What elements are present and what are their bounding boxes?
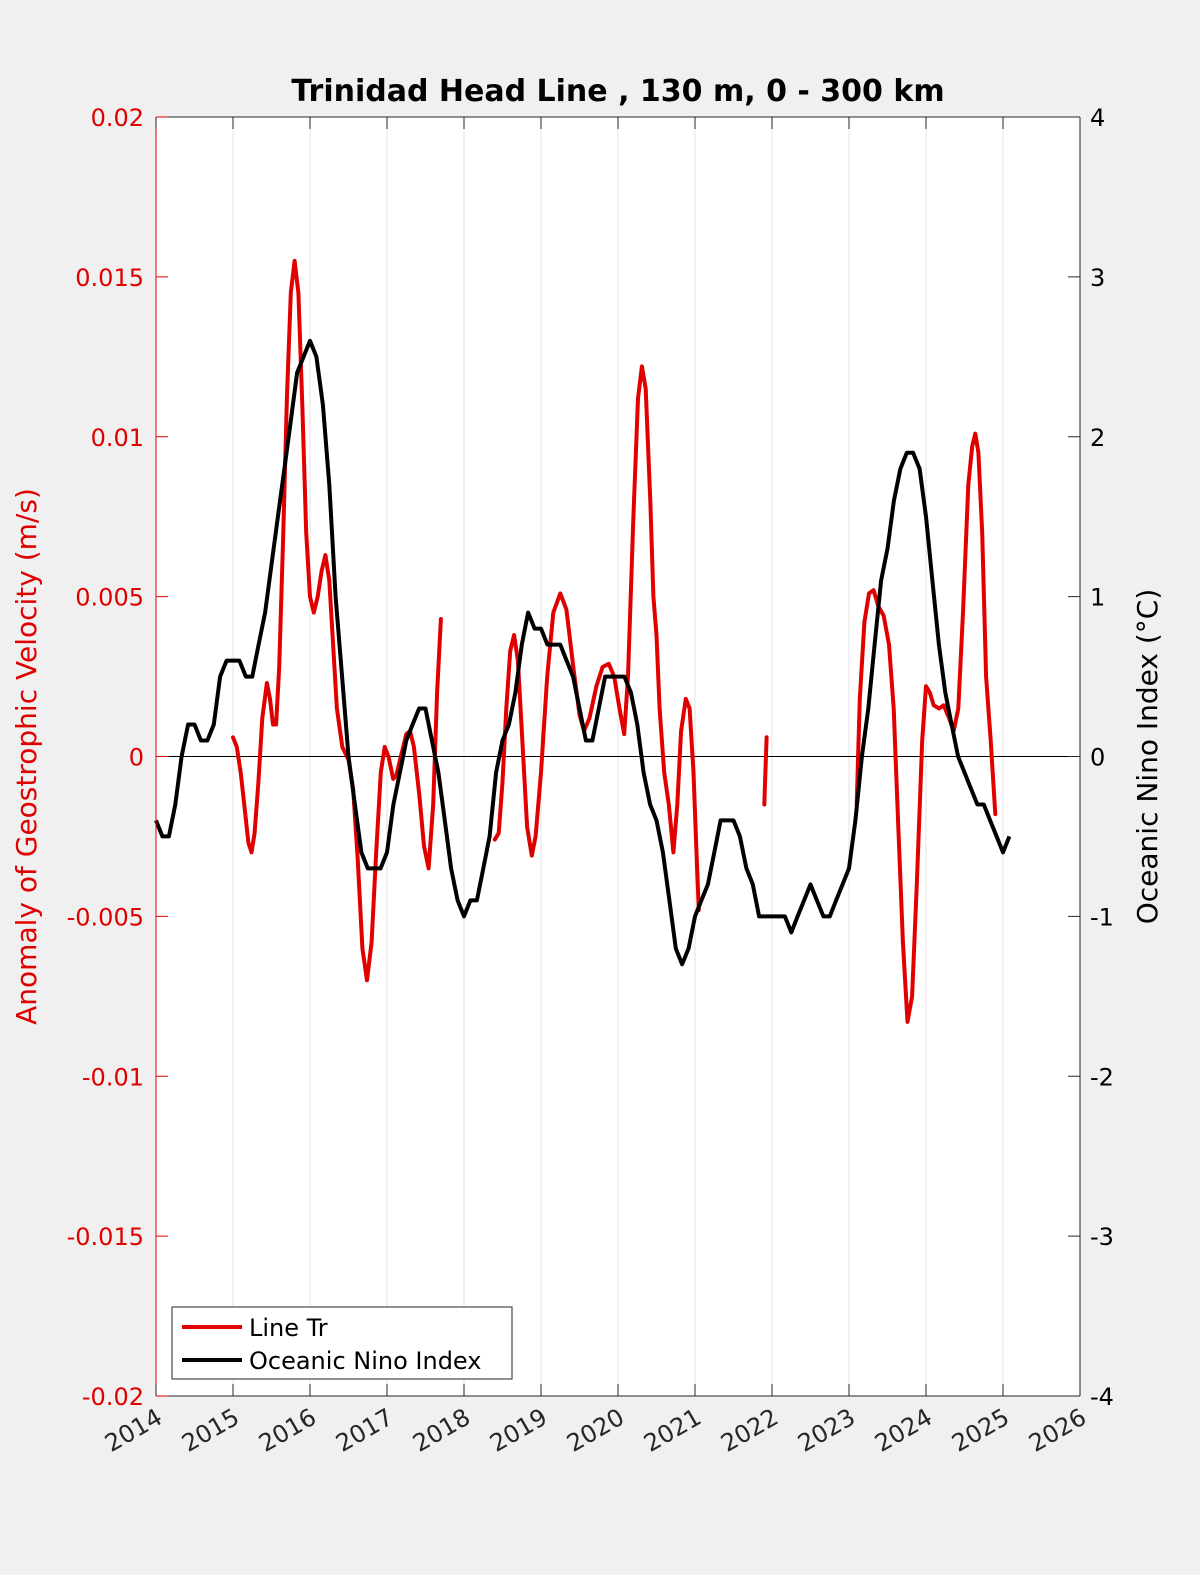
y-right-tick-label: 2 [1090,424,1105,452]
y-right-tick-label: -2 [1090,1063,1114,1091]
legend-entry-line-tr: Line Tr [249,1314,328,1342]
y-left-tick-label: -0.02 [82,1383,144,1411]
y-right-tick-label: 0 [1090,744,1105,772]
tick-marks [155,116,1081,1397]
y-left-tick-label: -0.015 [67,1223,144,1251]
series-oceanic-nino-index [154,338,1012,967]
y-right-tick-label: 3 [1090,264,1105,292]
legend: Line Tr Oceanic Nino Index [171,1306,513,1380]
legend-entry-oni: Oceanic Nino Index [249,1347,481,1375]
series-layer [154,258,1012,1024]
series-line-tr-segment-2 [762,735,769,807]
legend-box [171,1306,513,1380]
y-left-tick-label: 0.02 [91,104,144,132]
series-line-tr-segment-1 [492,364,701,912]
y-right-tick-label: 1 [1090,584,1105,612]
y-right-tick-label: -3 [1090,1223,1114,1251]
y-left-tick-label: -0.01 [82,1063,144,1091]
y-axis-right-label: Oceanic Nino Index (°C) [1131,589,1164,925]
y-left-tick-label: 0.015 [75,264,144,292]
y-left-tick-label: -0.005 [67,903,144,931]
chart-title: Trinidad Head Line , 130 m, 0 - 300 km [291,74,944,109]
y-left-tick-label: 0.01 [91,424,144,452]
y-right-tick-label: -1 [1090,903,1114,931]
y-left-tick-label: 0.005 [75,584,144,612]
y-right-tick-label: -4 [1090,1383,1114,1411]
y-right-tick-label: 4 [1090,104,1105,132]
y-left-tick-label: 0 [129,744,144,772]
y-axis-left-label: Anomaly of Geostrophic Velocity (m/s) [10,488,43,1025]
